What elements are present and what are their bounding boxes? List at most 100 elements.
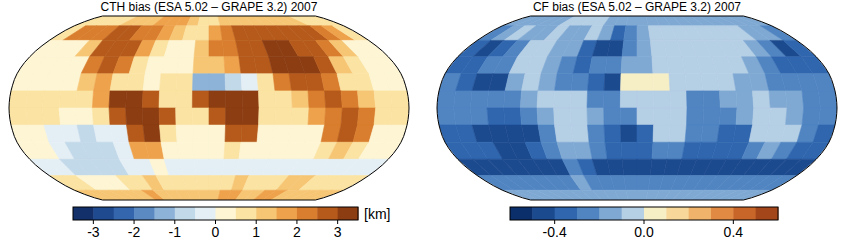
heat-cell: [637, 108, 654, 125]
heat-cell: [193, 142, 209, 159]
heat-cell: [209, 159, 224, 175]
colorbar-bin: [733, 207, 756, 220]
heat-cell: [522, 74, 542, 91]
heat-cell: [275, 91, 292, 108]
heat-cell: [224, 142, 241, 159]
heat-cell: [571, 74, 589, 91]
heat-cell: [192, 108, 209, 125]
heat-cell: [538, 74, 557, 91]
heat-cell: [373, 57, 401, 74]
heat-cell: [620, 91, 637, 108]
heat-cell: [358, 91, 376, 108]
cells: [437, 16, 837, 200]
heat-cell: [109, 108, 127, 125]
heat-cell: [819, 91, 838, 108]
heat-cell: [373, 142, 401, 159]
heat-cell: [621, 74, 638, 91]
title: CTH bias (ESA 5.02 – GRAPE 3.2) 2007: [101, 0, 318, 14]
heat-cell: [570, 108, 587, 125]
heat-cell: [159, 108, 176, 125]
colorbar-bin: [134, 207, 155, 220]
heat-cell: [209, 57, 225, 74]
heat-cell: [209, 40, 224, 56]
colorbar-bin: [175, 207, 196, 220]
heat-cell: [225, 125, 242, 142]
colorbar: -0.40.00.4: [510, 207, 779, 240]
heat-cell: [605, 142, 622, 159]
heat-cell: [801, 57, 829, 74]
colorbar-frame: [510, 207, 778, 220]
heat-cell: [241, 125, 259, 142]
heat-cell: [538, 125, 557, 142]
colorbar-bin: [236, 207, 257, 220]
heat-cell: [26, 108, 44, 125]
heat-cell: [437, 108, 456, 125]
colorbar-bin: [297, 207, 318, 220]
heat-cell: [637, 125, 654, 142]
colorbar-tick-label: -0.4: [543, 224, 567, 240]
colorbar-bin: [644, 207, 667, 220]
heat-cell: [76, 108, 94, 125]
figure: CTH bias (ESA 5.02 – GRAPE 3.2) 2007 -3-2…: [0, 0, 850, 243]
cells: [9, 16, 409, 200]
heat-cell: [786, 91, 804, 108]
heat-cell: [161, 142, 179, 159]
heat-cell: [555, 74, 574, 91]
colorbar-bin: [317, 207, 338, 220]
heat-cell: [537, 91, 555, 108]
heat-cell: [604, 74, 621, 91]
heat-cell: [198, 16, 209, 26]
heat-cell: [194, 40, 209, 56]
heat-cell: [257, 74, 275, 91]
colorbar-bin: [195, 207, 216, 220]
heat-cell: [753, 108, 771, 125]
heat-cell: [325, 108, 343, 125]
heat-cell: [620, 108, 637, 125]
heat-cell: [624, 26, 637, 41]
heat-cell: [275, 108, 292, 125]
heat-cell: [570, 91, 587, 108]
heat-cell: [470, 91, 488, 108]
heat-cell: [307, 16, 344, 26]
heat-cell: [179, 40, 196, 56]
heat-cell: [670, 108, 687, 125]
heat-cell: [292, 91, 310, 108]
heat-cell: [760, 26, 796, 41]
heat-cell: [687, 108, 704, 125]
heat-cell: [192, 91, 209, 108]
colorbar-bin: [555, 207, 578, 220]
heat-cell: [819, 108, 838, 125]
heat-cell: [182, 176, 197, 191]
heat-cell: [92, 91, 110, 108]
heat-cell: [209, 142, 225, 159]
heat-cell: [621, 57, 637, 74]
heat-cell: [391, 108, 410, 125]
heat-cell: [159, 91, 176, 108]
heat-cell: [626, 16, 637, 26]
colorbar: -3-2-10123[km]: [73, 206, 390, 240]
heat-cell: [504, 91, 522, 108]
heat-cell: [736, 108, 754, 125]
heat-cell: [161, 57, 179, 74]
colorbar-tick-label: -1: [169, 224, 182, 240]
heat-cell: [802, 108, 820, 125]
heat-cell: [94, 125, 114, 142]
heat-cell: [588, 74, 606, 91]
heat-cell: [196, 26, 209, 41]
heat-cell: [454, 108, 472, 125]
colorbar-bin: [154, 207, 175, 220]
heat-cell: [587, 108, 604, 125]
map-panel: CF bias (ESA 5.02 – GRAPE 3.2) 2007-0.40…: [437, 0, 837, 240]
heat-cell: [813, 74, 835, 91]
heat-cell: [687, 91, 704, 108]
heat-cell: [374, 108, 392, 125]
heat-cell: [786, 108, 804, 125]
heat-cell: [621, 142, 637, 159]
heat-cell: [42, 108, 60, 125]
heat-cell: [209, 74, 226, 91]
heat-cell: [621, 125, 638, 142]
heat-cell: [94, 74, 114, 91]
map-outline: [9, 16, 409, 200]
colorbar-bin: [114, 207, 135, 220]
heat-cell: [487, 108, 505, 125]
